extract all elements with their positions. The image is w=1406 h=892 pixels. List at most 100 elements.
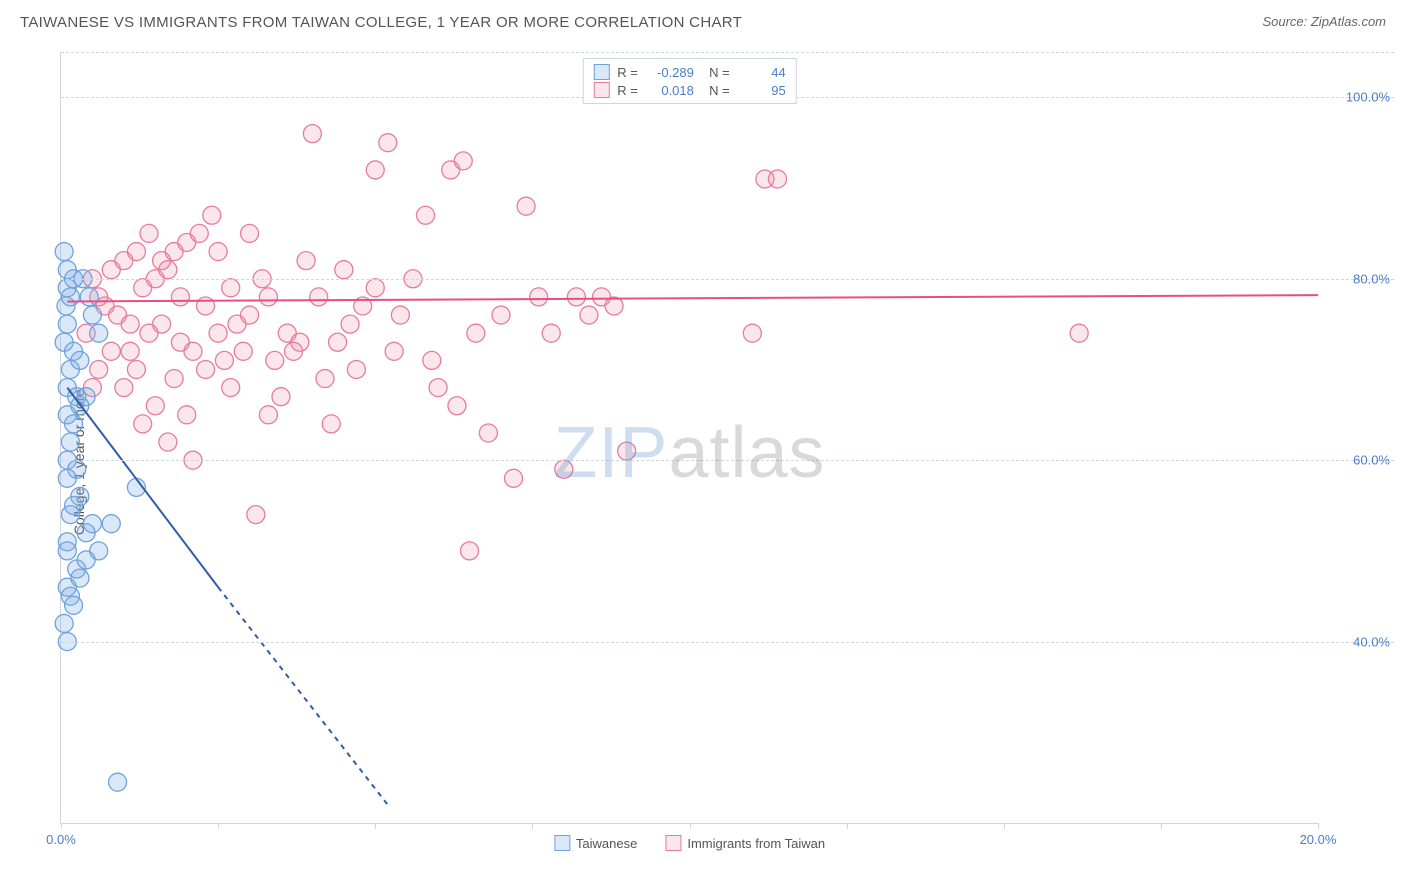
data-point — [567, 288, 585, 306]
data-point — [492, 306, 510, 324]
x-tick-label: 0.0% — [46, 832, 76, 847]
data-point — [215, 351, 233, 369]
data-point — [127, 243, 145, 261]
data-point — [190, 224, 208, 242]
x-tick — [218, 823, 219, 829]
legend-label-immigrants: Immigrants from Taiwan — [687, 836, 825, 851]
data-point — [58, 469, 76, 487]
chart-header: TAIWANESE VS IMMIGRANTS FROM TAIWAN COLL… — [0, 0, 1406, 44]
data-point — [203, 206, 221, 224]
data-point — [479, 424, 497, 442]
data-point — [366, 161, 384, 179]
data-point — [209, 324, 227, 342]
data-point — [140, 224, 158, 242]
legend-item-taiwanese: Taiwanese — [554, 835, 637, 851]
data-point — [429, 379, 447, 397]
x-tick — [1004, 823, 1005, 829]
trend-line — [218, 587, 388, 805]
gridline — [61, 642, 1394, 643]
data-point — [222, 279, 240, 297]
data-point — [448, 397, 466, 415]
data-point — [90, 324, 108, 342]
data-point — [234, 342, 252, 360]
data-point — [341, 315, 359, 333]
data-point — [461, 542, 479, 560]
data-point — [65, 415, 83, 433]
data-point — [467, 324, 485, 342]
chart-title: TAIWANESE VS IMMIGRANTS FROM TAIWAN COLL… — [20, 14, 1386, 31]
r-label: R = — [617, 65, 638, 80]
legend-item-immigrants: Immigrants from Taiwan — [665, 835, 825, 851]
data-point — [542, 324, 560, 342]
y-tick-label: 40.0% — [1353, 634, 1390, 649]
plot-area: ZIPatlas R = -0.289 N = 44 R = 0.018 N =… — [60, 52, 1318, 824]
data-point — [134, 415, 152, 433]
data-point — [109, 773, 127, 791]
data-point — [417, 206, 435, 224]
data-point — [61, 288, 79, 306]
data-point — [197, 360, 215, 378]
gridline — [61, 279, 1394, 280]
correlation-row-2: R = 0.018 N = 95 — [593, 81, 785, 99]
r-label: R = — [617, 83, 638, 98]
correlation-legend: R = -0.289 N = 44 R = 0.018 N = 95 — [582, 58, 796, 104]
data-point — [171, 333, 189, 351]
data-point — [505, 469, 523, 487]
data-point — [165, 370, 183, 388]
y-tick-label: 100.0% — [1346, 90, 1390, 105]
legend-label-taiwanese: Taiwanese — [576, 836, 637, 851]
data-point — [80, 288, 98, 306]
data-point — [743, 324, 761, 342]
swatch-taiwanese-icon — [554, 835, 570, 851]
series-legend: Taiwanese Immigrants from Taiwan — [554, 835, 825, 851]
data-point — [366, 279, 384, 297]
data-point — [530, 288, 548, 306]
data-point — [77, 551, 95, 569]
data-point — [391, 306, 409, 324]
data-point — [55, 243, 73, 261]
data-point — [61, 506, 79, 524]
data-point — [71, 351, 89, 369]
x-tick — [847, 823, 848, 829]
data-point — [127, 360, 145, 378]
data-point — [423, 351, 441, 369]
data-point — [241, 306, 259, 324]
data-point — [247, 506, 265, 524]
data-point — [209, 243, 227, 261]
data-point — [768, 170, 786, 188]
data-point — [121, 315, 139, 333]
x-tick — [375, 823, 376, 829]
data-point — [322, 415, 340, 433]
y-tick-label: 80.0% — [1353, 271, 1390, 286]
data-point — [65, 596, 83, 614]
data-point — [159, 261, 177, 279]
data-point — [580, 306, 598, 324]
correlation-row-1: R = -0.289 N = 44 — [593, 63, 785, 81]
n-label: N = — [702, 83, 730, 98]
swatch-immigrants-icon — [665, 835, 681, 851]
data-point — [55, 614, 73, 632]
data-point — [197, 297, 215, 315]
gridline — [61, 52, 1394, 53]
x-tick-label: 20.0% — [1300, 832, 1337, 847]
n-value-2: 95 — [738, 83, 786, 98]
data-point — [347, 360, 365, 378]
x-tick — [61, 823, 62, 829]
swatch-taiwanese-icon — [593, 64, 609, 80]
data-point — [153, 315, 171, 333]
data-point — [618, 442, 636, 460]
data-point — [146, 397, 164, 415]
data-point — [241, 224, 259, 242]
data-point — [285, 342, 303, 360]
swatch-immigrants-icon — [593, 82, 609, 98]
trend-line — [67, 295, 1318, 301]
data-point — [83, 515, 101, 533]
data-point — [297, 252, 315, 270]
data-point — [316, 370, 334, 388]
data-point — [329, 333, 347, 351]
data-point — [379, 134, 397, 152]
x-tick — [1161, 823, 1162, 829]
data-point — [121, 342, 139, 360]
data-point — [58, 542, 76, 560]
data-point — [1070, 324, 1088, 342]
